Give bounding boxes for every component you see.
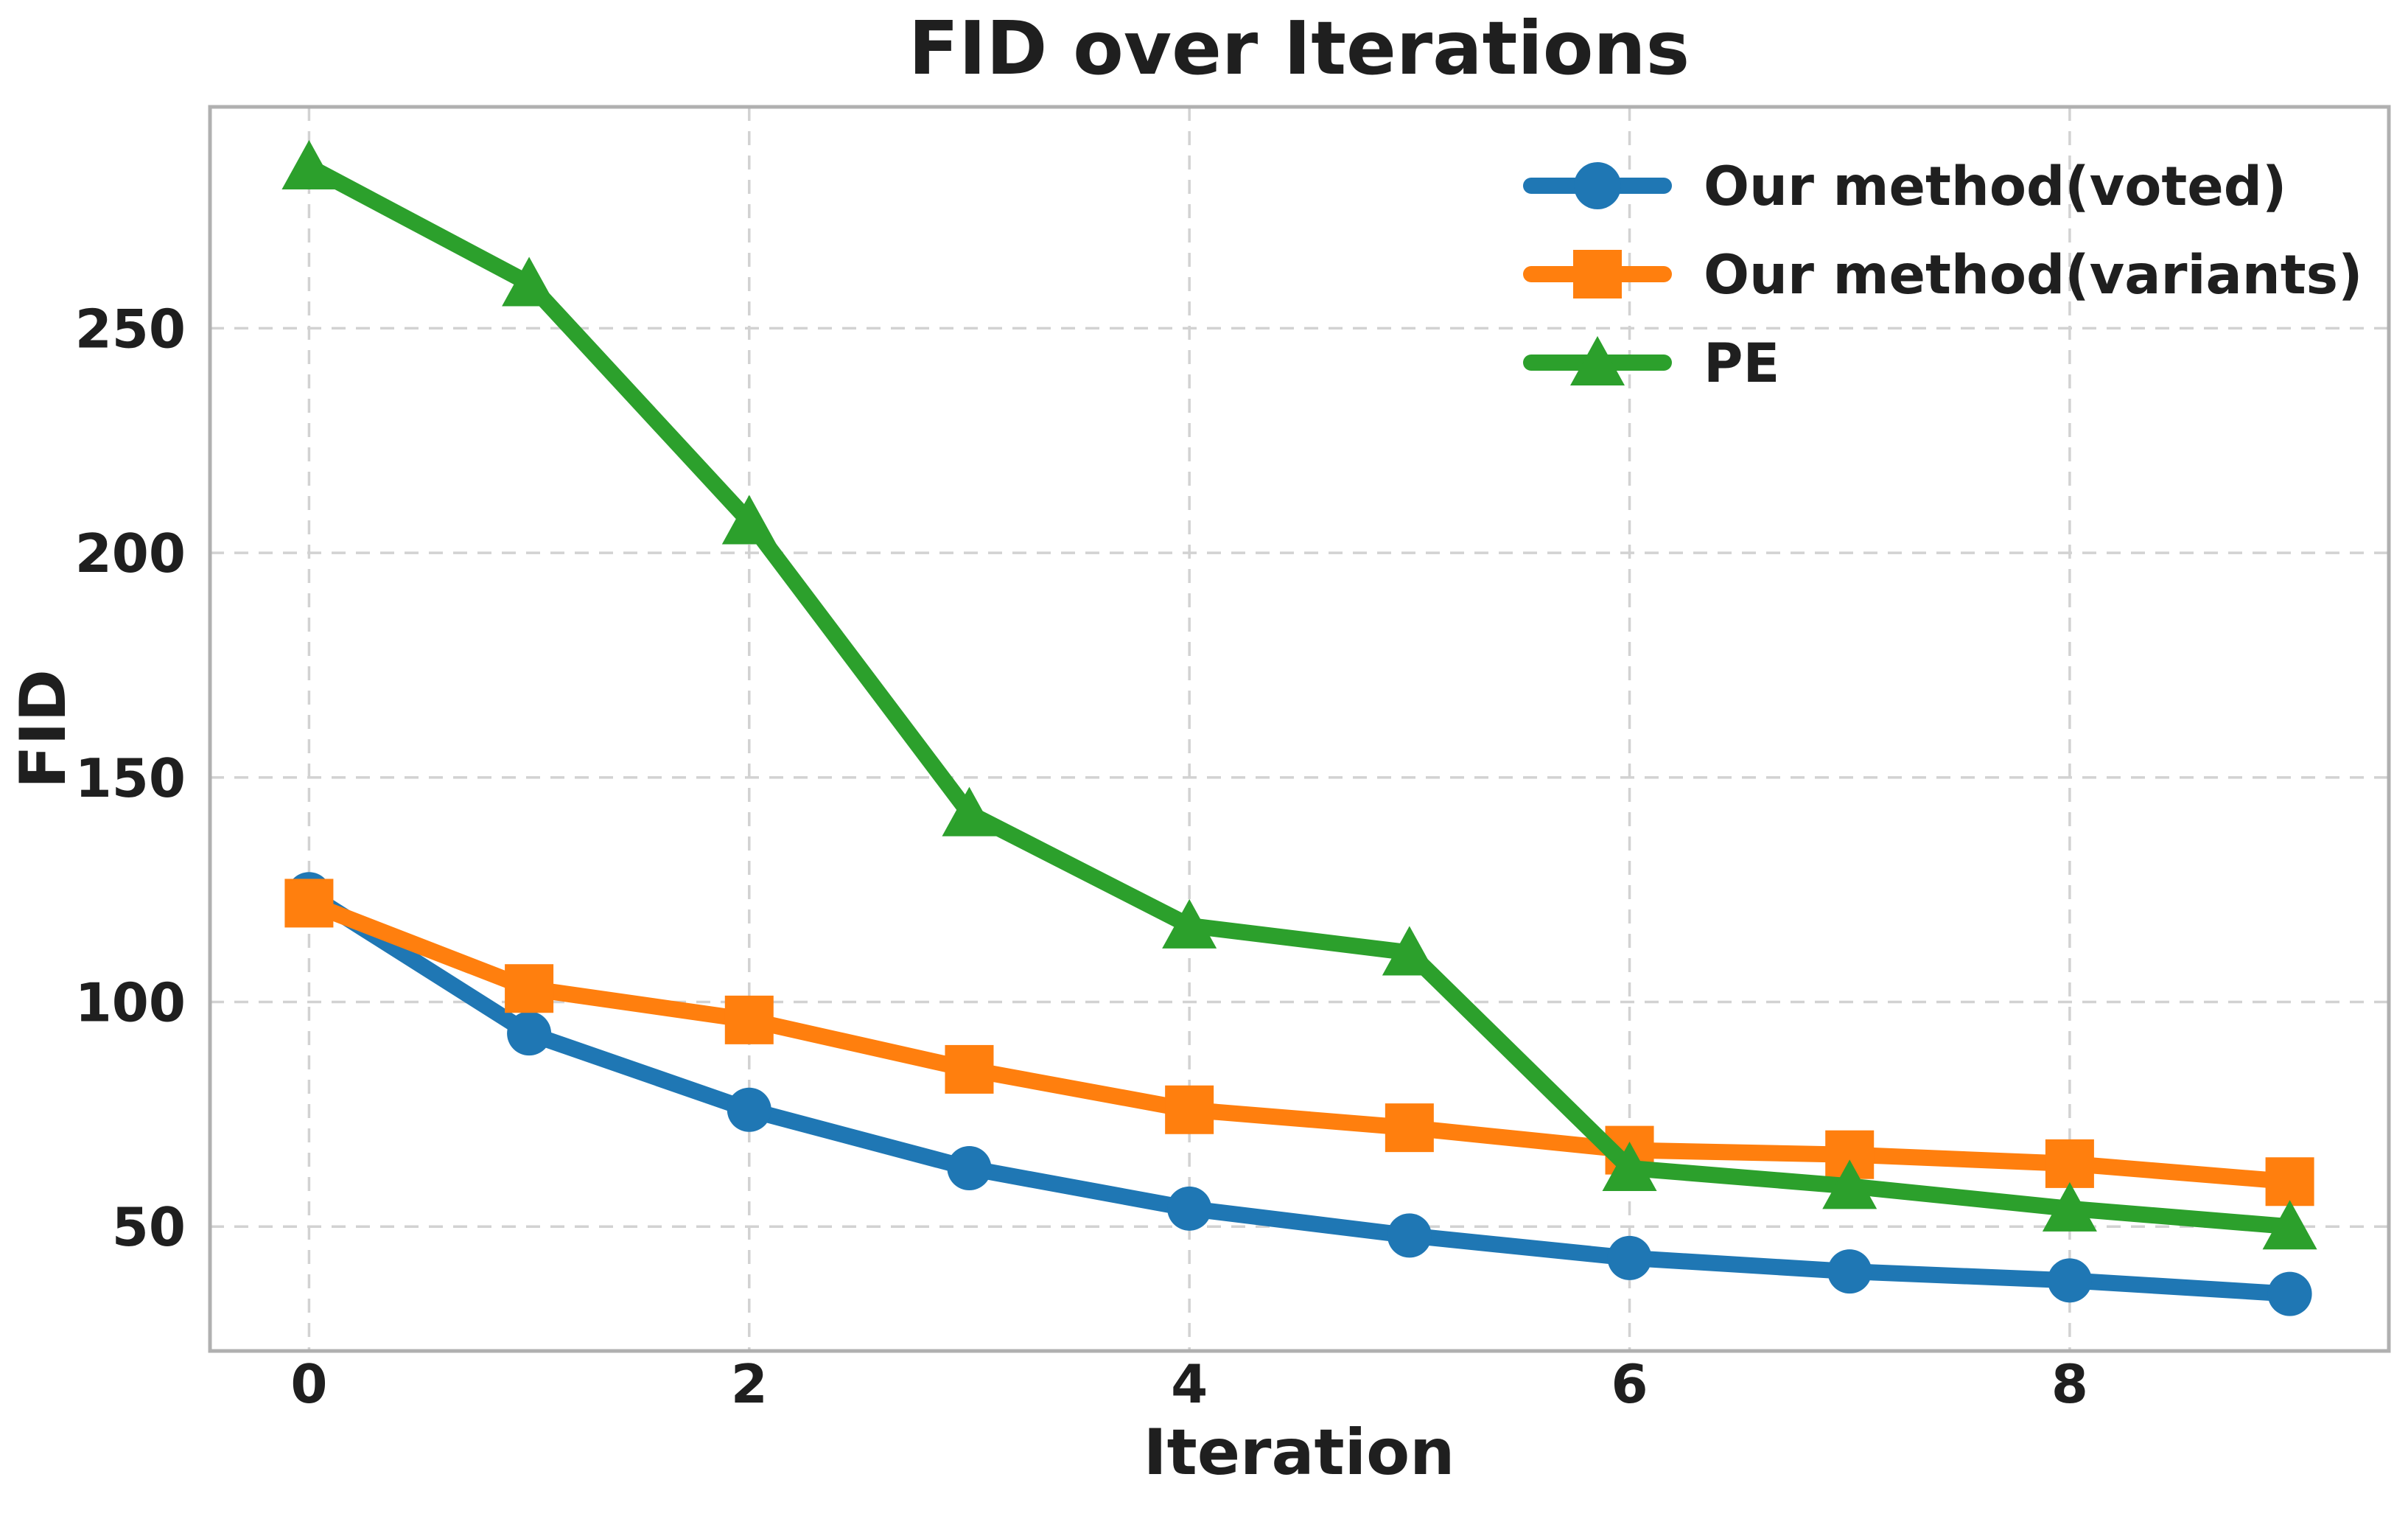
data-point-square-icon (1385, 1103, 1434, 1153)
data-point-triangle-icon (502, 256, 557, 307)
y-tick-label: 100 (75, 972, 186, 1034)
data-point-circle-icon (727, 1087, 771, 1132)
data-point-circle-icon (1387, 1213, 1432, 1258)
data-point-circle-icon (1167, 1186, 1212, 1231)
legend-item-voted: Our method(voted) (1523, 156, 2286, 218)
legend-label-voted: Our method(voted) (1704, 156, 2286, 218)
legend: Our method(voted) Our method(variants) P… (1523, 156, 2362, 395)
data-point-triangle-icon (281, 140, 337, 190)
series-line (301, 886, 2298, 1302)
legend-square-marker-icon (1573, 250, 1622, 298)
data-point-square-icon (724, 995, 774, 1044)
legend-label-pe: PE (1704, 332, 1779, 395)
data-point-square-icon (2265, 1157, 2314, 1207)
data-point-triangle-icon (1602, 1141, 1657, 1191)
data-point-triangle-icon (1382, 926, 1437, 976)
data-point-circle-icon (507, 1011, 552, 1056)
legend-item-pe: PE (1523, 332, 1779, 395)
gridlines (210, 107, 2389, 1351)
legend-circle-marker-icon (1574, 162, 1621, 209)
legend-triangle-marker-icon (1570, 336, 1625, 385)
y-axis-label: FID (7, 669, 80, 789)
y-tick-label: 150 (75, 747, 186, 809)
data-point-circle-icon (1827, 1249, 1872, 1294)
plot-area (210, 107, 2389, 1351)
x-tick-labels: 0 2 4 6 8 (290, 1353, 2088, 1415)
x-tick-label: 8 (2051, 1353, 2088, 1415)
series-line (301, 895, 2298, 1190)
data-point-circle-icon (2047, 1258, 2092, 1303)
y-tick-labels: 50 100 150 200 250 (75, 298, 186, 1258)
series-line (301, 158, 2298, 1235)
data-point-circle-icon (1607, 1235, 1652, 1280)
data-point-triangle-icon (942, 786, 997, 837)
y-tick-label: 200 (75, 523, 186, 584)
legend-item-variants: Our method(variants) (1523, 244, 2362, 307)
x-tick-label: 2 (731, 1353, 768, 1415)
series-pe (281, 140, 2317, 1250)
legend-label-variants: Our method(variants) (1704, 244, 2362, 307)
data-point-square-icon (2045, 1139, 2094, 1188)
data-point-square-icon (505, 964, 554, 1013)
data-point-triangle-icon (2262, 1200, 2317, 1250)
x-tick-label: 0 (290, 1353, 327, 1415)
x-axis-label: Iteration (1144, 1416, 1455, 1490)
data-point-circle-icon (2267, 1271, 2312, 1316)
y-tick-label: 250 (75, 298, 186, 360)
plot-border (208, 105, 2391, 1353)
data-point-triangle-icon (1162, 898, 1217, 949)
data-point-triangle-icon (2042, 1181, 2097, 1232)
series-lines (281, 140, 2317, 1316)
series-our-method-voted- (287, 872, 2312, 1316)
data-point-triangle-icon (721, 495, 777, 545)
data-point-triangle-icon (1822, 1159, 1877, 1209)
data-point-square-icon (945, 1044, 994, 1094)
x-tick-label: 6 (1611, 1353, 1648, 1415)
data-point-circle-icon (947, 1145, 992, 1190)
y-tick-label: 50 (112, 1196, 186, 1258)
data-point-square-icon (1165, 1085, 1214, 1134)
x-tick-label: 4 (1171, 1353, 1208, 1415)
data-point-square-icon (284, 879, 334, 928)
chart-title: FID over Iterations (909, 5, 1690, 91)
